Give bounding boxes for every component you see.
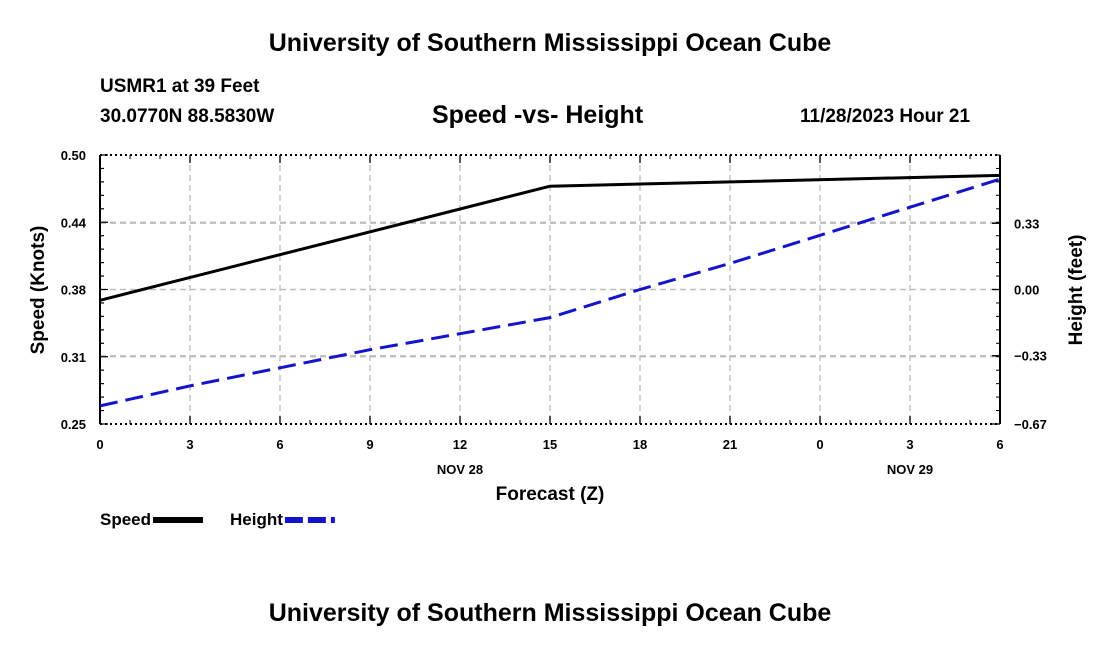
- x-tick-label: 12: [453, 437, 467, 452]
- speed-height-chart: 0 3 6 9 12 15 18 21 0 3 6 NOV 28 NOV 29 0.25 0.31 0.38 0…: [28, 148, 1087, 529]
- date-label: NOV 29: [887, 462, 933, 477]
- legend-label-height: Height: [230, 510, 283, 529]
- x-tick-label: 0: [96, 437, 103, 452]
- grid-layer: [100, 155, 1000, 424]
- y-tick-label: 0.38: [61, 283, 86, 298]
- series-layer: [99, 173, 1001, 408]
- y-tick-label: 0.44: [61, 215, 87, 230]
- x-tick-label: 21: [723, 437, 737, 452]
- y-tick-label: 0.31: [61, 350, 86, 365]
- y2-tick-label: 0.33: [1014, 216, 1039, 231]
- y2-axis-title: Height (feet): [1066, 235, 1087, 346]
- main-title: University of Southern Mississippi Ocean…: [268, 29, 832, 57]
- x-tick-label: 9: [366, 437, 373, 452]
- x-tick-label: 3: [186, 437, 193, 452]
- x-tick-label: 6: [996, 437, 1003, 452]
- series-line-height: [99, 177, 1001, 408]
- y-tick-label: 0.50: [61, 148, 86, 163]
- axes-layer: [99, 154, 1001, 425]
- y-axis-title: Speed (Knots): [28, 226, 49, 355]
- footer-title: University of Southern Mississippi Ocean…: [268, 599, 832, 627]
- y-tick-label: 0.25: [61, 417, 86, 432]
- chart-subtitle: Speed -vs- Height: [432, 101, 644, 129]
- x-axis-title: Forecast (Z): [496, 484, 605, 505]
- x-tick-label: 18: [633, 437, 647, 452]
- x-tick-label: 0: [816, 437, 823, 452]
- x-tick-label: 6: [276, 437, 283, 452]
- forecast-datetime: 11/28/2023 Hour 21: [800, 106, 971, 127]
- y2-tick-label: 0.00: [1014, 283, 1039, 298]
- x-tick-label: 3: [906, 437, 913, 452]
- legend-label-speed: Speed: [100, 510, 151, 529]
- y2-tick-label: −0.33: [1014, 349, 1047, 364]
- series-line-speed: [99, 173, 1001, 302]
- station-label: USMR1 at 39 Feet: [100, 76, 260, 97]
- y2-tick-label: −0.67: [1014, 417, 1047, 432]
- date-label: NOV 28: [437, 462, 483, 477]
- legend-layer: Speed Height: [100, 510, 335, 529]
- labels-layer: 0 3 6 9 12 15 18 21 0 3 6 NOV 28 NOV 29 0.25 0.31 0.38 0…: [28, 148, 1087, 505]
- station-coordinates: 30.0770N 88.5830W: [100, 106, 275, 127]
- x-tick-label: 15: [543, 437, 557, 452]
